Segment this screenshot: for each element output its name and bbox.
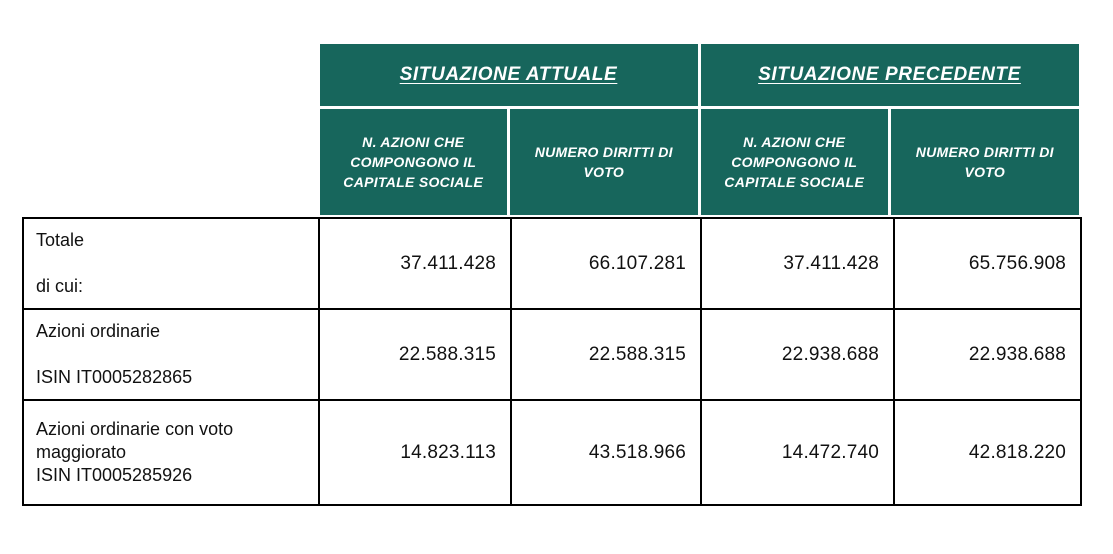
table-header: SITUAZIONE ATTUALE SITUAZIONE PRECEDENTE… [22, 44, 1080, 217]
cell-value: 66.107.281 [510, 217, 702, 310]
subcolumn-azioni-capitale-precedente: N. AZIONI CHE COMPONGONO IL CAPITALE SOC… [700, 109, 888, 215]
subcolumn-azioni-capitale-attuale: N. AZIONI CHE COMPONGONO IL CAPITALE SOC… [319, 109, 507, 215]
table-row-totale: Totale di cui: 37.411.428 66.107.281 37.… [22, 217, 1082, 310]
column-group-situazione-precedente: SITUAZIONE PRECEDENTE [700, 44, 1079, 106]
cell-value: 22.938.688 [700, 308, 895, 401]
column-group-situazione-attuale: SITUAZIONE ATTUALE [319, 44, 698, 106]
header-empty-corner [22, 109, 318, 217]
cell-value: 37.411.428 [318, 217, 512, 310]
table-row-azioni-ordinarie: Azioni ordinarie ISIN IT0005282865 22.58… [22, 308, 1082, 401]
row-label-cell: Azioni ordinarie ISIN IT0005282865 [22, 308, 320, 401]
cell-value: 42.818.220 [893, 399, 1082, 506]
header-empty-corner [22, 44, 318, 109]
table-body: Totale di cui: 37.411.428 66.107.281 37.… [22, 217, 1082, 506]
row-label-line1: Azioni ordinarie [36, 321, 161, 341]
row-label-line1: Azioni ordinarie con voto maggiorato [36, 419, 234, 462]
cell-value: 37.411.428 [700, 217, 895, 310]
subcolumn-diritti-voto-attuale: NUMERO DIRITTI DI VOTO [510, 109, 698, 215]
subcolumn-diritti-voto-precedente: NUMERO DIRITTI DI VOTO [891, 109, 1079, 215]
cell-value: 14.823.113 [318, 399, 512, 506]
cell-value: 65.756.908 [893, 217, 1082, 310]
row-label-line2: di cui: [36, 276, 84, 296]
row-label-line2: ISIN IT0005282865 [36, 367, 193, 387]
cell-value: 22.938.688 [893, 308, 1082, 401]
cell-value: 22.588.315 [318, 308, 512, 401]
cell-value: 14.472.740 [700, 399, 895, 506]
table-row-voto-maggiorato: Azioni ordinarie con voto maggiorato ISI… [22, 399, 1082, 506]
cell-value: 22.588.315 [510, 308, 702, 401]
share-capital-table: SITUAZIONE ATTUALE SITUAZIONE PRECEDENTE… [22, 44, 1082, 506]
row-label-cell: Azioni ordinarie con voto maggiorato ISI… [22, 399, 320, 506]
row-label-cell: Totale di cui: [22, 217, 320, 310]
cell-value: 43.518.966 [510, 399, 702, 506]
row-label-line1: Totale [36, 230, 85, 250]
row-label-line2: ISIN IT0005285926 [36, 465, 193, 485]
